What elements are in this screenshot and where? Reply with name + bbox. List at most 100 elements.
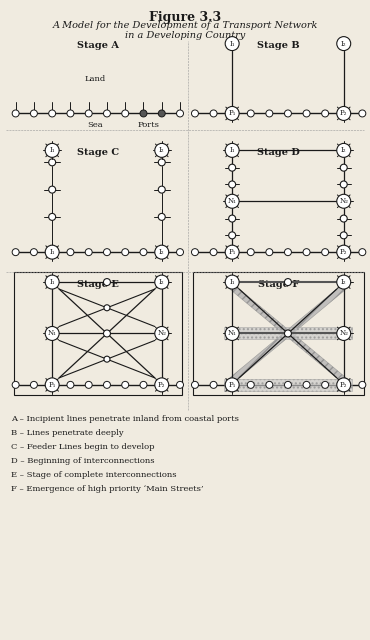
Text: N₁: N₁ <box>228 197 237 205</box>
Circle shape <box>340 181 347 188</box>
Circle shape <box>176 381 184 388</box>
Circle shape <box>85 110 92 117</box>
Circle shape <box>340 381 347 388</box>
Circle shape <box>85 381 92 388</box>
Text: D – Beginning of interconnections: D – Beginning of interconnections <box>11 457 154 465</box>
Circle shape <box>285 110 292 117</box>
Circle shape <box>192 249 198 255</box>
Circle shape <box>337 326 351 340</box>
Text: A – Incipient lines penetrate inland from coastal ports: A – Incipient lines penetrate inland fro… <box>11 415 239 423</box>
Text: A Model for the Development of a Transport Network: A Model for the Development of a Transpo… <box>52 20 318 29</box>
Circle shape <box>359 110 366 117</box>
Circle shape <box>229 110 236 117</box>
Text: P₁: P₁ <box>228 248 236 256</box>
Circle shape <box>122 110 129 117</box>
Circle shape <box>285 330 292 337</box>
Circle shape <box>229 181 236 188</box>
Circle shape <box>225 143 239 157</box>
Circle shape <box>122 381 129 388</box>
Circle shape <box>210 249 217 255</box>
Text: F – Emergence of high priority ‘Main Streets’: F – Emergence of high priority ‘Main Str… <box>11 484 203 493</box>
Circle shape <box>176 110 184 117</box>
Circle shape <box>229 232 236 239</box>
Circle shape <box>140 249 147 255</box>
Circle shape <box>303 249 310 255</box>
Circle shape <box>45 326 59 340</box>
Text: I₂: I₂ <box>341 278 346 286</box>
Text: I₂: I₂ <box>341 147 346 154</box>
Circle shape <box>225 106 239 120</box>
Text: N₁: N₁ <box>228 330 237 337</box>
Circle shape <box>158 213 165 220</box>
Text: P₁: P₁ <box>228 381 236 389</box>
Circle shape <box>49 213 56 220</box>
Circle shape <box>210 110 217 117</box>
Text: E – Stage of complete interconnections: E – Stage of complete interconnections <box>11 470 176 479</box>
Text: C – Feeder Lines begin to develop: C – Feeder Lines begin to develop <box>11 443 154 451</box>
Circle shape <box>322 249 329 255</box>
Circle shape <box>285 381 292 388</box>
Circle shape <box>45 378 59 392</box>
Circle shape <box>45 245 59 259</box>
Text: Stage D: Stage D <box>257 148 300 157</box>
Circle shape <box>104 305 110 311</box>
Circle shape <box>140 110 147 117</box>
Circle shape <box>285 249 292 255</box>
Circle shape <box>337 106 351 120</box>
Circle shape <box>247 381 254 388</box>
Circle shape <box>30 381 37 388</box>
Text: I₁: I₁ <box>49 278 55 286</box>
Circle shape <box>155 378 169 392</box>
Circle shape <box>225 245 239 259</box>
Circle shape <box>266 249 273 255</box>
Text: I₂: I₂ <box>159 278 165 286</box>
Circle shape <box>30 110 37 117</box>
Text: Stage F: Stage F <box>258 280 299 289</box>
Circle shape <box>225 275 239 289</box>
Circle shape <box>337 143 351 157</box>
Circle shape <box>67 110 74 117</box>
Circle shape <box>322 381 329 388</box>
Circle shape <box>49 186 56 193</box>
Circle shape <box>266 110 273 117</box>
Polygon shape <box>224 328 352 339</box>
Text: Sea: Sea <box>88 122 103 129</box>
Text: P₁: P₁ <box>228 109 236 118</box>
Circle shape <box>192 381 198 388</box>
Circle shape <box>49 159 56 166</box>
Circle shape <box>337 378 351 392</box>
Circle shape <box>337 275 351 289</box>
Text: Stage E: Stage E <box>77 280 119 289</box>
Circle shape <box>140 381 147 388</box>
Circle shape <box>225 378 239 392</box>
Text: N₂: N₂ <box>339 330 348 337</box>
Circle shape <box>155 245 169 259</box>
Circle shape <box>225 36 239 51</box>
Circle shape <box>85 249 92 255</box>
Circle shape <box>359 249 366 255</box>
Polygon shape <box>224 379 352 391</box>
Circle shape <box>229 249 236 255</box>
Circle shape <box>340 215 347 222</box>
Text: P₂: P₂ <box>340 381 347 389</box>
Circle shape <box>229 164 236 171</box>
Circle shape <box>210 381 217 388</box>
Circle shape <box>104 330 111 337</box>
Circle shape <box>158 186 165 193</box>
Text: in a Developing Country: in a Developing Country <box>125 31 245 40</box>
Polygon shape <box>228 287 349 380</box>
Circle shape <box>247 249 254 255</box>
Circle shape <box>337 36 351 51</box>
Circle shape <box>49 249 56 255</box>
Circle shape <box>155 326 169 340</box>
Circle shape <box>155 275 169 289</box>
Circle shape <box>158 110 165 117</box>
Circle shape <box>158 159 165 166</box>
Circle shape <box>285 278 292 285</box>
Circle shape <box>30 249 37 255</box>
Circle shape <box>67 249 74 255</box>
Circle shape <box>247 110 254 117</box>
Circle shape <box>340 249 347 255</box>
Circle shape <box>158 249 165 255</box>
Circle shape <box>49 381 56 388</box>
